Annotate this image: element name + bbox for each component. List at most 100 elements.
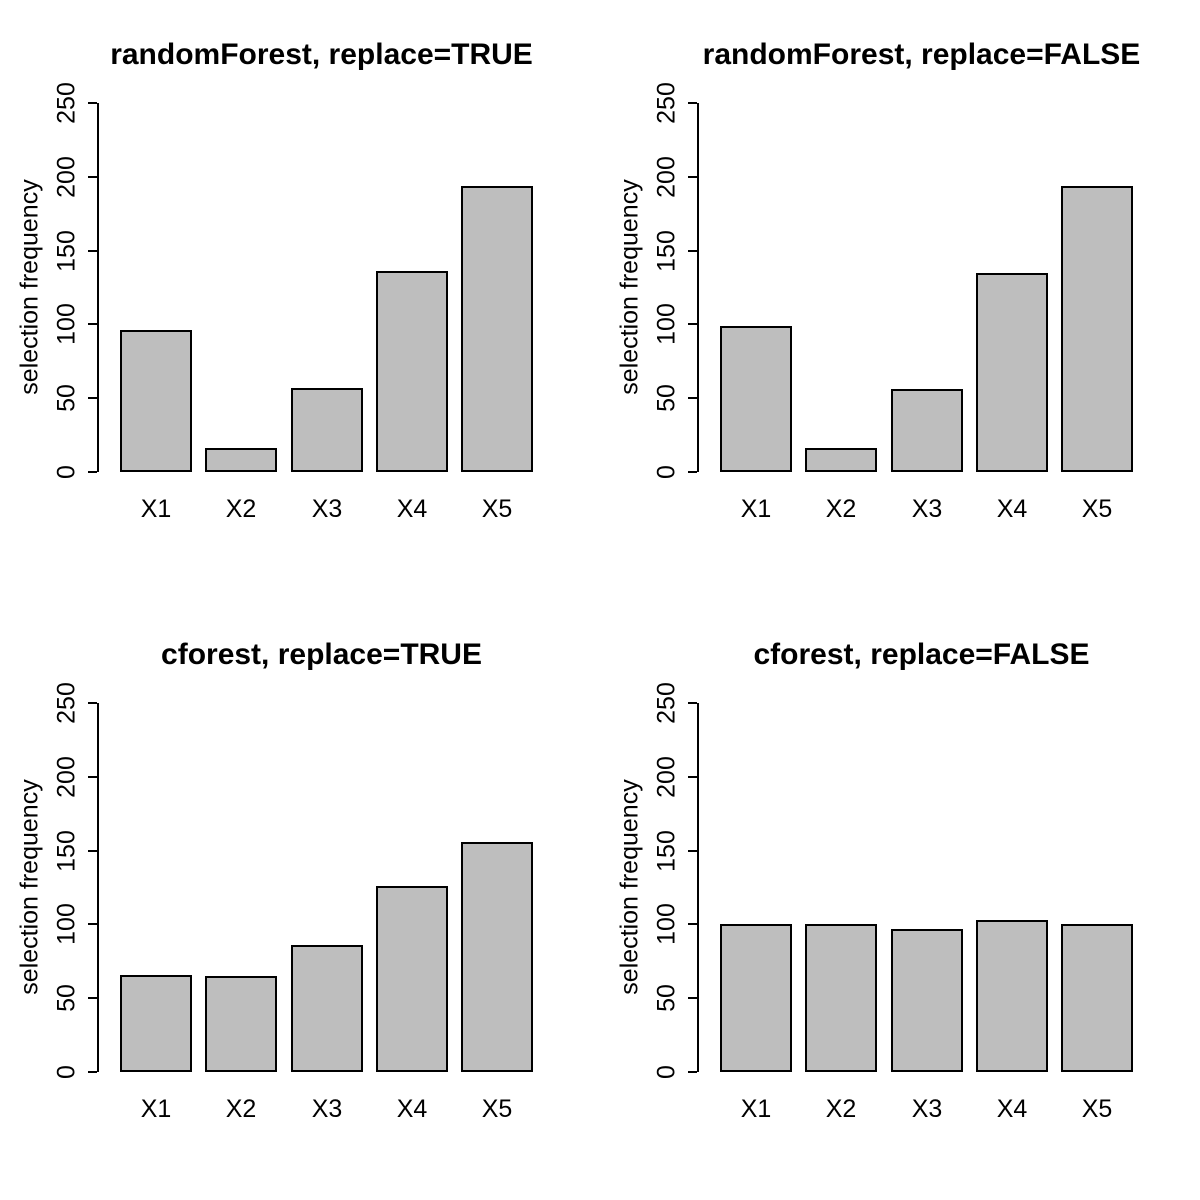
- y-tick: [688, 471, 697, 473]
- bar-x5: [461, 842, 533, 1072]
- y-tick: [688, 249, 697, 252]
- x-tick-label: X2: [825, 1095, 857, 1123]
- y-tick: [88, 175, 97, 178]
- y-tick-label: 100: [52, 303, 81, 346]
- chart-title: cforest, replace=FALSE: [753, 638, 1090, 671]
- chart-title: randomForest, replace=TRUE: [110, 38, 533, 71]
- x-tick-label: X1: [740, 1095, 772, 1123]
- y-tick: [88, 1071, 97, 1073]
- y-tick: [88, 702, 97, 704]
- plot-area: 0 50 100 150 200 250 X1 X2 X3 X4 X5: [53, 82, 546, 522]
- y-tick-label: 250: [652, 682, 681, 724]
- x-tick-label: X2: [225, 1095, 257, 1123]
- plot-area: 0 50 100 150 200 250 X1 X2 X3 X4 X5: [653, 682, 1146, 1122]
- y-tick: [688, 849, 697, 852]
- bar-x4: [976, 273, 1048, 472]
- y-axis-label: selection frequency: [615, 779, 644, 995]
- y-axis-label: selection frequency: [15, 179, 44, 395]
- y-tick: [88, 249, 97, 252]
- y-tick: [688, 997, 697, 1000]
- y-tick: [88, 775, 97, 778]
- x-tick-label: X1: [740, 495, 772, 523]
- x-tick-label: X5: [1081, 1095, 1113, 1123]
- bar-x3: [891, 929, 963, 1072]
- bar-x1: [120, 330, 192, 472]
- x-tick-label: X4: [396, 1095, 428, 1123]
- y-tick: [88, 997, 97, 1000]
- x-tick-label: X4: [996, 495, 1028, 523]
- bar-x1: [720, 924, 792, 1072]
- y-tick-label: 200: [52, 755, 81, 798]
- x-tick-label: X3: [311, 1095, 343, 1123]
- panel-cforest-replace-false: cforest, replace=FALSE selection frequen…: [600, 600, 1200, 1200]
- y-tick-label: 0: [52, 465, 81, 479]
- y-tick-label: 100: [52, 903, 81, 946]
- y-tick-label: 100: [652, 903, 681, 946]
- y-tick: [88, 397, 97, 400]
- y-tick: [688, 323, 697, 326]
- x-tick-label: X2: [825, 495, 857, 523]
- x-tick-label: X3: [911, 495, 943, 523]
- y-axis-label: selection frequency: [615, 179, 644, 395]
- y-tick-label: 200: [652, 755, 681, 798]
- bar-x3: [291, 945, 363, 1072]
- bar-x3: [891, 389, 963, 472]
- y-tick-label: 50: [652, 384, 681, 413]
- y-tick: [88, 923, 97, 926]
- y-tick-label: 0: [652, 1065, 681, 1079]
- y-tick-label: 0: [52, 1065, 81, 1079]
- chart-title: cforest, replace=TRUE: [161, 638, 482, 671]
- y-tick-label: 150: [52, 829, 81, 872]
- x-tick-label: X4: [996, 1095, 1028, 1123]
- y-axis-label: selection frequency: [15, 779, 44, 995]
- panel-randomforest-replace-true: randomForest, replace=TRUE selection fre…: [0, 0, 600, 600]
- y-tick-label: 50: [652, 984, 681, 1013]
- bar-x5: [461, 186, 533, 472]
- bar-x4: [976, 920, 1048, 1072]
- plot-area: 0 50 100 150 200 250 X1 X2 X3 X4 X5: [53, 682, 546, 1122]
- bar-x2: [805, 448, 877, 472]
- panel-cforest-replace-true: cforest, replace=TRUE selection frequenc…: [0, 600, 600, 1200]
- y-tick-label: 50: [52, 384, 81, 413]
- y-tick-label: 250: [652, 82, 681, 124]
- bar-x2: [805, 924, 877, 1072]
- y-tick: [88, 102, 97, 104]
- y-tick: [88, 471, 97, 473]
- bar-x4: [376, 886, 448, 1072]
- y-tick: [688, 397, 697, 400]
- x-tick-label: X3: [311, 495, 343, 523]
- chart-title: randomForest, replace=FALSE: [702, 38, 1141, 71]
- panel-randomforest-replace-false: randomForest, replace=FALSE selection fr…: [600, 0, 1200, 600]
- y-tick-label: 150: [52, 229, 81, 272]
- bar-x2: [205, 448, 277, 472]
- y-tick-label: 100: [652, 303, 681, 346]
- x-tick-label: X5: [1081, 495, 1113, 523]
- bar-x1: [120, 975, 192, 1072]
- bar-x4: [376, 271, 448, 472]
- x-tick-label: X2: [225, 495, 257, 523]
- y-tick: [88, 323, 97, 326]
- x-tick-label: X4: [396, 495, 428, 523]
- y-tick: [88, 849, 97, 852]
- y-tick-label: 150: [652, 829, 681, 872]
- y-tick-label: 250: [52, 82, 81, 124]
- bar-x3: [291, 388, 363, 472]
- plot-area: 0 50 100 150 200 250 X1 X2 X3 X4 X5: [653, 82, 1146, 522]
- y-tick: [688, 102, 697, 104]
- y-tick: [688, 923, 697, 926]
- bar-x5: [1061, 186, 1133, 472]
- y-tick-label: 50: [52, 984, 81, 1013]
- bar-x1: [720, 326, 792, 472]
- y-tick: [688, 775, 697, 778]
- y-tick: [688, 1071, 697, 1073]
- y-tick-label: 150: [652, 229, 681, 272]
- x-tick-label: X3: [911, 1095, 943, 1123]
- x-tick-label: X1: [140, 495, 172, 523]
- bar-x2: [205, 976, 277, 1072]
- bar-x5: [1061, 924, 1133, 1072]
- x-tick-label: X5: [481, 1095, 513, 1123]
- y-tick: [688, 175, 697, 178]
- y-tick-label: 250: [52, 682, 81, 724]
- y-tick-label: 200: [52, 155, 81, 198]
